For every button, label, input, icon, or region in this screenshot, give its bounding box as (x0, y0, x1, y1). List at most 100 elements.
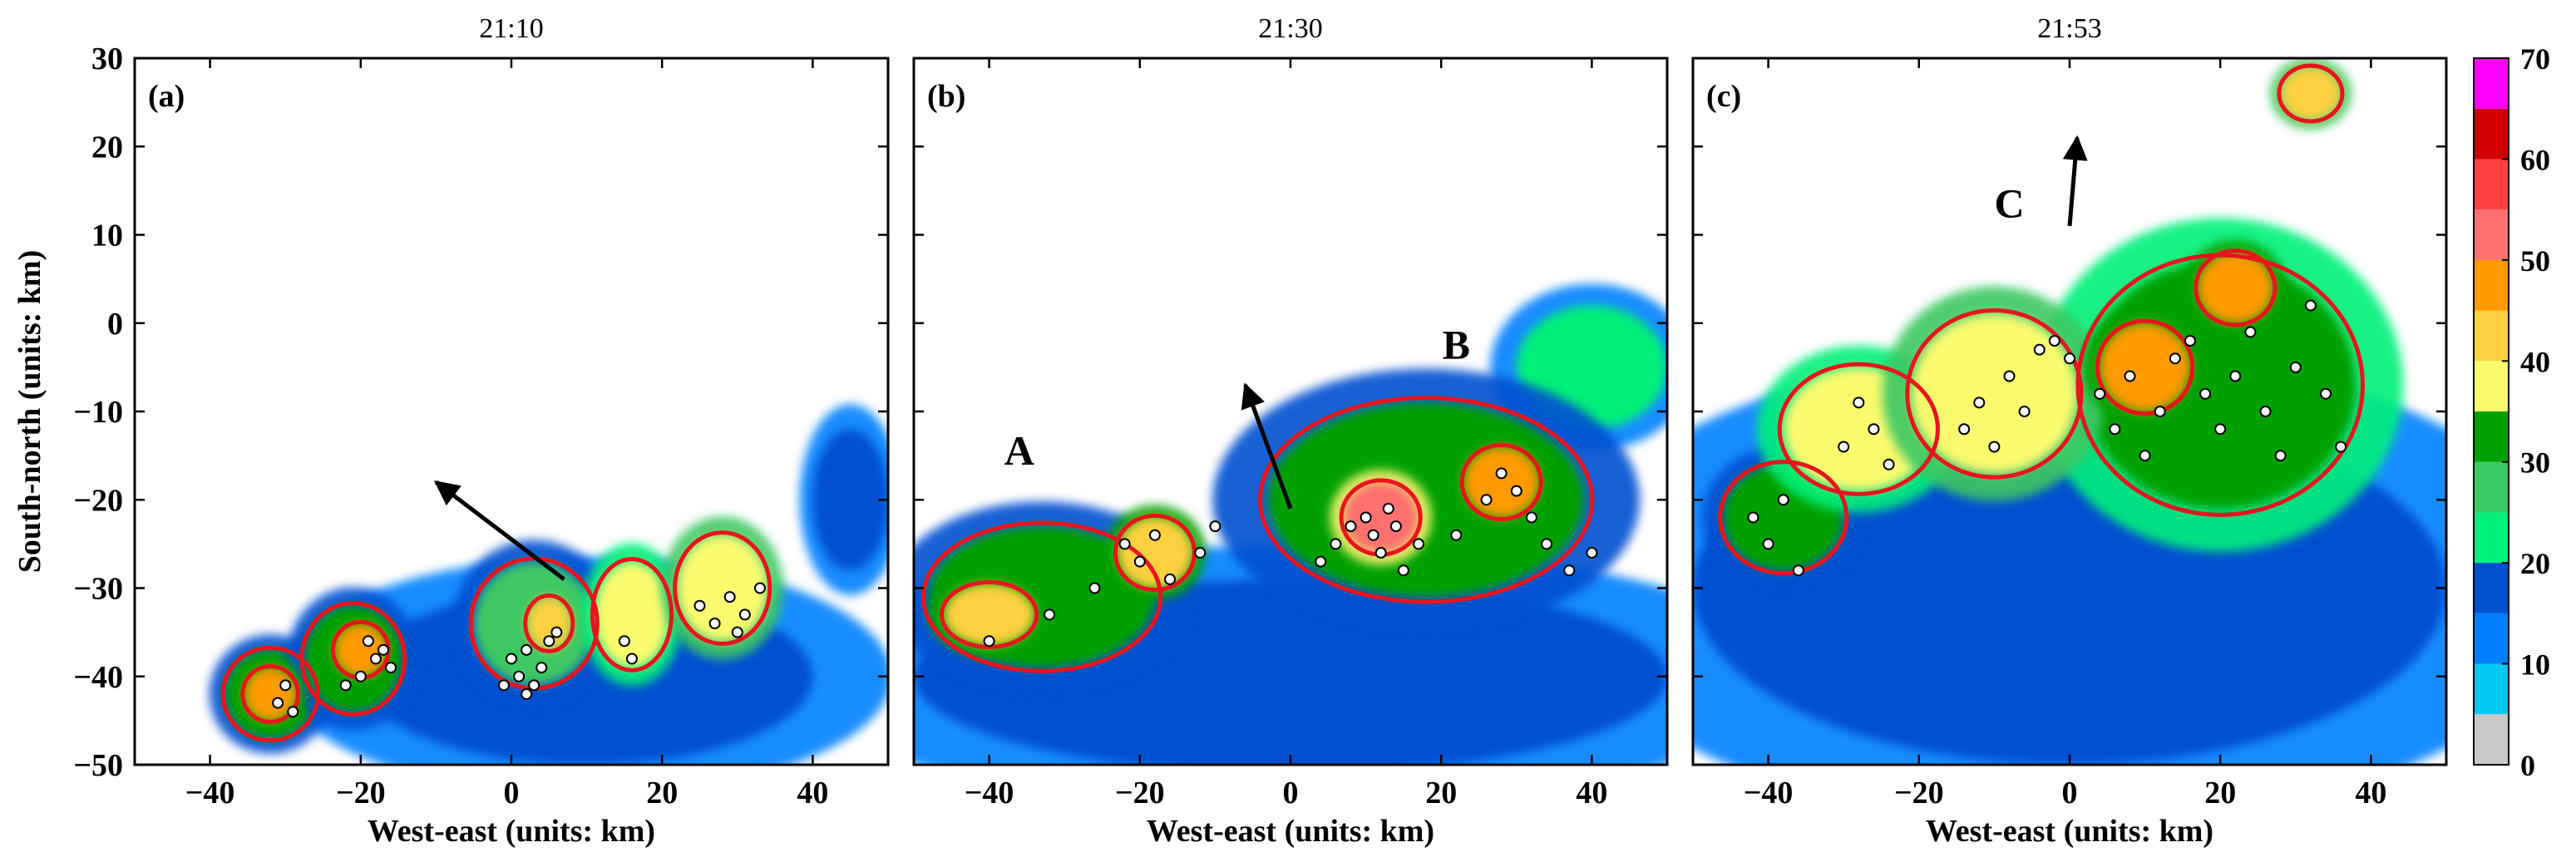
colorbar-frame (2473, 57, 2509, 766)
colorbar-swatch (2474, 411, 2509, 462)
lightning-flash (1883, 458, 1895, 470)
lightning-flash (2229, 370, 2242, 382)
lightning-flash (2124, 370, 2136, 382)
cell-outline (1459, 442, 1543, 522)
lightning-flash (1988, 441, 2001, 453)
lightning-flash (1973, 397, 1986, 409)
lightning-flash (2094, 387, 2106, 400)
x-tick-label: 40 (2355, 776, 2386, 810)
panel-b-letter: (b) (927, 79, 965, 114)
lightning-flash (1209, 520, 1221, 533)
panel-b-yticks (914, 57, 1667, 766)
colorbar-swatch (2474, 663, 2509, 715)
lightning-flash (1360, 511, 1372, 524)
lightning-flash (1397, 564, 1409, 577)
lightning-flash (1164, 573, 1177, 585)
lightning-flash (1315, 555, 1327, 568)
y-tick-label: −40 (73, 660, 123, 695)
cell-outline (920, 520, 1163, 673)
lightning-flash (1450, 529, 1463, 541)
x-tick-label: −40 (965, 776, 1014, 810)
lightning-flash (2003, 370, 2016, 382)
echo-cell (594, 561, 670, 668)
panel-b-arrow-layer (1241, 382, 1293, 510)
motion-arrow (434, 480, 565, 581)
lightning-flash (1413, 538, 1425, 550)
panel-c-title: 21:53 (2037, 13, 2101, 44)
lightning-flash (1541, 538, 1553, 550)
lightning-flash (2154, 406, 2166, 417)
echo-cell (2198, 252, 2273, 323)
echo-cell (2100, 323, 2190, 411)
x-tick-label: −20 (1894, 776, 1944, 810)
lightning-flash (2018, 406, 2031, 417)
lightning-flash (2184, 335, 2196, 347)
lightning-flash (1868, 423, 1880, 436)
x-tick-label: −20 (1115, 776, 1165, 810)
echo-cell (812, 429, 888, 571)
lightning-flash (2214, 423, 2227, 436)
lightning-flash (1510, 485, 1522, 497)
panel-c-xlabel: West-east (units: km) (1926, 814, 2213, 849)
lightning-flash (1118, 538, 1131, 550)
lightning-flash (339, 679, 352, 692)
lightning-flash (369, 653, 382, 665)
lightning-flash (618, 635, 630, 648)
lightning-flash (1777, 494, 1789, 506)
cell-outline (2194, 249, 2277, 328)
lightning-flash (1374, 547, 1387, 559)
echo-cell (1117, 517, 1193, 589)
colorbar-swatches (2474, 58, 2509, 765)
lightning-flash (2244, 326, 2257, 338)
cell-outline (2095, 318, 2195, 416)
cell-annotation-b: B (1443, 321, 1470, 367)
colorbar-swatch (2474, 361, 2509, 411)
colorbar-ticks: 0 10 20 30 40 50 60 70 (2502, 42, 2550, 782)
lightning-flash (362, 635, 374, 648)
panel-a-letter: (a) (148, 79, 185, 114)
panel-a-title: 21:10 (479, 13, 543, 44)
lightning-flash (1586, 547, 1598, 559)
lightning-flash (1563, 564, 1576, 577)
y-tick-label: −50 (73, 748, 123, 783)
cell-outline (220, 645, 320, 743)
echo-cell (2280, 66, 2342, 121)
cell-outline (1257, 396, 1595, 604)
colorbar-swatch (2474, 613, 2509, 664)
cell-outline (1777, 362, 1940, 496)
lightning-flash (2033, 343, 2046, 356)
panel-c: 21:53 C (c) −40 −20 0 20 40 West-east (units… (1691, 13, 2448, 849)
lightning-flash (497, 679, 510, 692)
y-tick-label: −10 (73, 395, 123, 430)
lightning-flash (1367, 529, 1379, 541)
colorbar-tick-label: 20 (2520, 547, 2550, 580)
colorbar-tick-label: 40 (2520, 345, 2550, 378)
lightning-flash (377, 643, 389, 656)
y-tick-label: 10 (91, 219, 123, 254)
colorbar-swatch (2474, 512, 2509, 564)
panel-a: 21:10 (a) −40 −20 0 20 40 −50 −40 −30 −20 −10 0 10… (12, 13, 890, 849)
lightning-flash (521, 688, 533, 700)
panel-c-outlines (1718, 63, 2365, 575)
lightning-flash (753, 582, 766, 594)
panel-c-arrow-layer (2062, 135, 2088, 227)
panel-a-flashes (272, 582, 766, 718)
lightning-flash (550, 626, 563, 638)
y-tick-label: 0 (107, 307, 123, 342)
colorbar: 0 10 20 30 40 50 60 70 (2473, 42, 2550, 782)
lightning-flash (1389, 520, 1402, 533)
colorbar-tick-label: 50 (2520, 244, 2550, 278)
lightning-flash (2199, 387, 2212, 400)
panel-c-yticks (1693, 57, 2446, 766)
panel-a-ylabel: South-north (units: km) (12, 250, 47, 574)
lightning-flash (983, 635, 995, 648)
lightning-flash (506, 653, 517, 665)
cell-outline (673, 530, 772, 646)
echo-cell (677, 534, 768, 642)
colorbar-swatch (2474, 461, 2509, 513)
panel-b-field (914, 283, 1667, 765)
colorbar-swatch (2474, 714, 2509, 765)
panel-c-letter: (c) (1706, 79, 1741, 114)
panel-a-field (209, 404, 888, 765)
